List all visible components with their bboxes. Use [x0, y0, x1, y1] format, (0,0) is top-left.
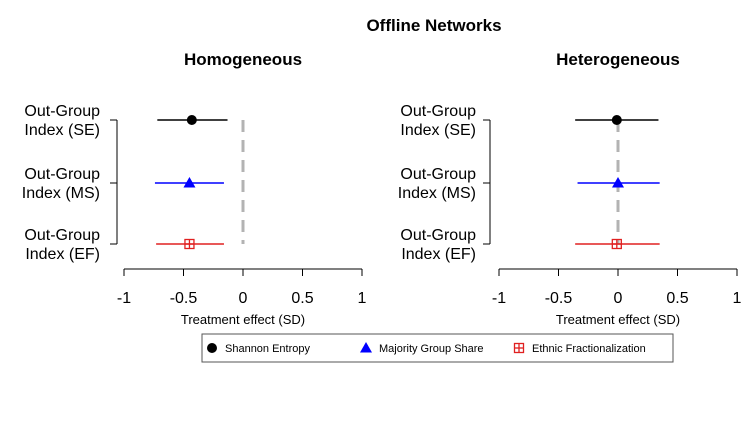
- category-label: Index (EF): [25, 246, 100, 263]
- circle-marker: [207, 343, 217, 353]
- triangle-marker: [183, 177, 196, 188]
- category-label: Out-Group: [400, 103, 476, 120]
- legend-box: [201, 333, 674, 363]
- figure-title: Offline Networks: [366, 16, 501, 35]
- x-tick-label: -1: [117, 290, 131, 307]
- x-tick-label: 1: [733, 290, 742, 307]
- category-label: Out-Group: [400, 166, 476, 183]
- legend-label: Majority Group Share: [379, 343, 484, 355]
- legend: Shannon Entropy Majority Group Share Ethni…: [201, 333, 674, 363]
- circle-marker: [186, 115, 197, 125]
- panel-homogeneous: Homogeneous Out-Group Index (SE) Out-Group I…: [22, 50, 367, 327]
- category-label: Index (SE): [400, 122, 476, 139]
- category-label: Index (SE): [24, 122, 100, 139]
- panel-title: Homogeneous: [184, 50, 302, 69]
- category-label: Out-Group: [24, 103, 100, 120]
- boxed-plus-marker: [611, 238, 622, 250]
- panel-title: Heterogeneous: [556, 50, 680, 69]
- x-tick-label: -0.5: [170, 290, 198, 307]
- triangle-marker: [360, 342, 372, 353]
- legend-label: Shannon Entropy: [225, 343, 311, 355]
- boxed-plus-marker: [184, 238, 195, 250]
- category-label: Out-Group: [24, 227, 100, 244]
- x-tick-label: 1: [358, 290, 367, 307]
- x-tick-label: 0: [614, 290, 623, 307]
- x-axis-label: Treatment effect (SD): [181, 312, 305, 327]
- legend-label: Ethnic Fractionalization: [532, 343, 646, 355]
- category-label: Index (MS): [22, 185, 100, 202]
- category-label: Index (MS): [398, 185, 476, 202]
- x-tick-label: 0: [239, 290, 248, 307]
- category-label: Index (EF): [401, 246, 476, 263]
- x-tick-label: 0.5: [291, 290, 313, 307]
- x-axis-label: Treatment effect (SD): [556, 312, 680, 327]
- triangle-marker: [612, 177, 624, 188]
- category-label: Out-Group: [24, 166, 100, 183]
- circle-marker: [611, 115, 622, 125]
- x-tick-label: 0.5: [666, 290, 688, 307]
- x-tick-label: -1: [492, 290, 506, 307]
- boxed-plus-marker: [513, 342, 525, 354]
- category-label: Out-Group: [400, 227, 476, 244]
- panel-heterogeneous: Heterogeneous Out-Group Index (SE) Out-Grou…: [398, 50, 742, 327]
- x-tick-label: -0.5: [545, 290, 573, 307]
